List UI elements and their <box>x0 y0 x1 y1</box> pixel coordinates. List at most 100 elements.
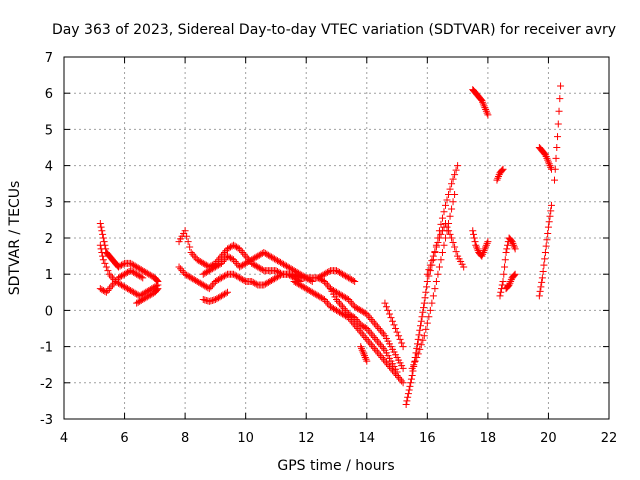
data-point <box>501 256 509 264</box>
data-point <box>484 238 492 246</box>
y-tick-label: -3 <box>40 413 53 428</box>
y-tick-label: 2 <box>45 232 53 247</box>
data-point <box>342 272 350 280</box>
data-point <box>333 267 340 275</box>
data-point <box>551 176 558 184</box>
data-point <box>361 334 369 342</box>
data-point <box>199 259 207 267</box>
data-point <box>323 299 331 307</box>
data-point <box>419 308 427 316</box>
data-point <box>320 296 328 304</box>
data-point <box>387 364 395 372</box>
data-point <box>440 208 448 216</box>
data-point <box>252 262 260 270</box>
data-point <box>261 280 269 288</box>
data-point <box>118 272 126 280</box>
data-point <box>340 293 348 301</box>
data-point <box>405 386 413 394</box>
x-tick-label: 18 <box>480 431 497 446</box>
data-point <box>357 344 365 352</box>
data-point <box>266 277 274 285</box>
data-point <box>404 390 412 398</box>
data-point <box>258 266 266 274</box>
data-point <box>198 258 206 266</box>
data-point <box>237 275 245 283</box>
data-point <box>196 258 204 266</box>
data-point <box>422 325 430 333</box>
data-point <box>443 223 451 231</box>
x-tick-label: 8 <box>181 431 189 446</box>
data-point <box>361 353 369 361</box>
data-point <box>272 267 280 275</box>
data-point <box>539 267 547 275</box>
data-point <box>545 160 553 168</box>
y-tick-label: 3 <box>45 196 53 211</box>
data-point <box>195 278 203 286</box>
data-point <box>240 277 248 285</box>
data-point <box>199 270 207 278</box>
data-point <box>445 227 453 235</box>
data-point <box>352 304 360 312</box>
data-point <box>357 328 365 336</box>
data-point <box>111 277 119 285</box>
data-point <box>355 326 363 334</box>
data-point <box>547 163 555 171</box>
data-point <box>538 278 546 286</box>
data-point <box>236 263 244 271</box>
data-point <box>423 319 431 327</box>
data-point <box>483 109 491 117</box>
data-point <box>211 263 219 271</box>
data-point <box>471 238 479 246</box>
data-point <box>361 352 369 360</box>
data-point <box>545 218 553 226</box>
data-point <box>373 337 381 345</box>
data-point <box>337 291 345 299</box>
data-point <box>287 265 295 273</box>
data-point <box>236 245 244 253</box>
data-point <box>541 255 549 263</box>
data-point <box>552 154 560 162</box>
data-point <box>140 267 148 275</box>
data-point <box>201 282 209 290</box>
data-point <box>207 266 215 274</box>
data-point <box>438 227 446 235</box>
data-point <box>442 234 449 242</box>
data-point <box>239 276 247 284</box>
data-point <box>127 286 135 294</box>
data-point <box>392 325 400 332</box>
data-point <box>498 167 506 175</box>
data-point <box>122 284 130 292</box>
data-point <box>358 322 366 330</box>
data-point <box>553 144 561 151</box>
data-point <box>270 255 278 263</box>
data-point <box>425 313 433 321</box>
data-point <box>240 250 248 258</box>
data-point <box>346 311 354 319</box>
x-tick-label: 22 <box>601 431 618 446</box>
data-point <box>493 176 501 184</box>
data-point <box>136 272 144 280</box>
data-point <box>254 263 262 271</box>
data-point <box>378 328 386 336</box>
data-point <box>146 271 154 279</box>
data-point <box>342 294 350 302</box>
data-point <box>115 263 122 271</box>
data-point <box>248 277 256 285</box>
y-tick-label: 6 <box>45 87 53 102</box>
data-point <box>393 328 401 336</box>
data-point <box>538 274 546 282</box>
data-point <box>308 288 316 296</box>
y-tick-label: 4 <box>45 160 53 175</box>
data-point <box>208 281 216 289</box>
data-point <box>119 282 127 290</box>
data-point <box>139 267 147 275</box>
data-point <box>497 288 505 296</box>
data-point <box>360 308 368 316</box>
data-point <box>451 171 459 179</box>
data-point <box>207 283 215 291</box>
data-point <box>483 239 491 247</box>
data-point <box>290 277 298 285</box>
data-point <box>96 241 104 249</box>
data-point <box>239 248 247 256</box>
data-point <box>227 254 235 262</box>
